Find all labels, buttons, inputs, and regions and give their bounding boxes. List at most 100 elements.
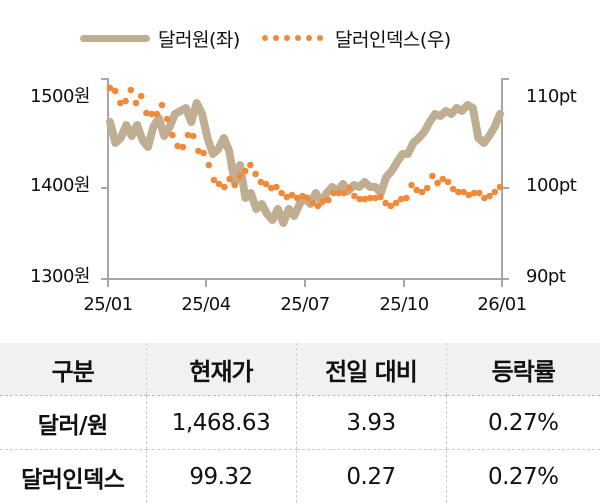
fx-summary-table: 구분 현재가 전일 대비 등락률 달러/원 1,468.63 3.93 0.27… (0, 343, 600, 503)
dxy-data-point (195, 147, 202, 155)
dxy-data-point (449, 185, 457, 193)
dxy-data-point (179, 143, 187, 151)
dxy-data-point (236, 172, 244, 180)
dxy-data-point (221, 183, 228, 191)
dxy-data-point (481, 194, 488, 202)
dxy-data-point (361, 195, 369, 203)
dxy-data-point (366, 194, 374, 202)
dxy-data-point (439, 175, 447, 183)
dxy-data-point (163, 115, 171, 123)
row-label-dollar-index: 달러인덱스 (21, 466, 125, 493)
dxy-data-point (444, 178, 452, 186)
dxy-data-point (158, 101, 166, 109)
cell-change-rate: 0.27% (445, 449, 600, 503)
table-row: 달러인덱스 99.32 0.27 0.27% (0, 449, 600, 503)
x-tick-25-10: 25/10 (379, 294, 429, 315)
dxy-data-point (397, 195, 405, 203)
chart-legend: 달러원(좌) 달러인덱스(우) (0, 20, 600, 56)
dxy-data-point (413, 186, 421, 194)
legend-line-swatch-icon (80, 34, 150, 42)
dxy-data-point (496, 183, 504, 191)
legend-label-krw: 달러원(좌) (158, 28, 240, 51)
dxy-data-point (215, 180, 223, 188)
dxy-data-point (189, 132, 197, 140)
header-current-price: 현재가 (145, 343, 296, 396)
y-left-tick-1300: 1300원 (30, 266, 90, 287)
dxy-data-point (127, 86, 135, 94)
dxy-data-point (330, 189, 337, 197)
dxy-data-point (267, 184, 275, 192)
dxy-data-point (351, 192, 358, 200)
dxy-series-dots (106, 84, 504, 210)
y-right-tick-90: 90pt (526, 266, 566, 287)
dxy-data-point (382, 199, 389, 207)
dxy-data-point (304, 194, 311, 202)
dxy-data-point (335, 189, 343, 197)
dxy-data-point (486, 192, 493, 200)
dxy-data-point (200, 149, 207, 157)
dxy-data-point (392, 199, 400, 207)
dxy-data-point (184, 131, 192, 139)
dxy-data-point (252, 170, 259, 178)
dxy-data-point (205, 161, 213, 169)
dxy-data-point (408, 181, 415, 189)
row-label-usd-krw: 달러/원 (0, 395, 146, 450)
dxy-data-point (403, 194, 410, 202)
dxy-data-point (356, 195, 363, 203)
dxy-data-point (293, 194, 301, 202)
dxy-data-point (470, 189, 478, 197)
chart-plot-area (101, 78, 509, 287)
dxy-data-point (465, 191, 473, 199)
dxy-data-point (257, 178, 265, 186)
dxy-data-point (169, 131, 176, 139)
dxy-data-point (377, 193, 384, 201)
cell-current-price: 1,468.63 (145, 395, 296, 450)
header-change-rate: 등락률 (445, 343, 600, 396)
dxy-data-point (319, 197, 327, 205)
dxy-data-point (278, 189, 285, 197)
cell-change: 0.27 (295, 449, 446, 503)
cell-current-price: 99.32 (145, 449, 296, 503)
dxy-data-point (111, 87, 119, 95)
dxy-data-point (143, 109, 150, 117)
legend-item-dxy: 달러인덱스(우) (262, 20, 451, 56)
dxy-data-point (132, 99, 140, 107)
dxy-data-point (387, 202, 395, 210)
dxy-data-point (262, 180, 270, 188)
x-axis (101, 278, 509, 287)
legend-label-dxy: 달러인덱스(우) (335, 28, 451, 51)
legend-dots-swatch-icon (262, 35, 323, 41)
dxy-data-point (210, 176, 218, 184)
right-axis (501, 78, 509, 280)
y-left-tick-1400: 1400원 (30, 175, 90, 196)
x-tick-25-01: 25/01 (83, 294, 133, 315)
dxy-data-point (122, 97, 129, 105)
legend-item-krw: 달러원(좌) (80, 20, 240, 56)
dxy-data-point (247, 161, 254, 169)
dxy-data-point (434, 179, 441, 187)
y-right-tick-110: 110pt (526, 86, 577, 107)
dxy-data-point (309, 199, 317, 207)
y-right-tick-100: 100pt (526, 175, 577, 196)
dxy-data-point (460, 188, 467, 196)
dxy-data-point (117, 99, 124, 107)
dxy-data-point (226, 175, 233, 183)
dxy-data-point (148, 110, 155, 118)
dxy-data-point (137, 92, 145, 100)
header-category: 구분 (0, 343, 146, 396)
table-row: 달러/원 1,468.63 3.93 0.27% (0, 395, 600, 450)
dxy-data-point (340, 189, 348, 197)
dxy-data-point (429, 172, 436, 180)
dxy-data-point (153, 110, 161, 118)
cell-change-rate: 0.27% (445, 395, 600, 450)
dxy-data-point (174, 142, 181, 150)
dxy-data-point (475, 189, 483, 197)
dxy-data-point (371, 194, 379, 202)
dxy-data-point (299, 192, 306, 200)
y-left-tick-1500: 1500원 (30, 86, 90, 107)
dxy-data-point (273, 183, 280, 191)
dxy-data-point (288, 191, 296, 199)
dxy-data-point (231, 181, 239, 189)
dxy-data-point (455, 188, 462, 196)
header-change: 전일 대비 (295, 343, 446, 396)
